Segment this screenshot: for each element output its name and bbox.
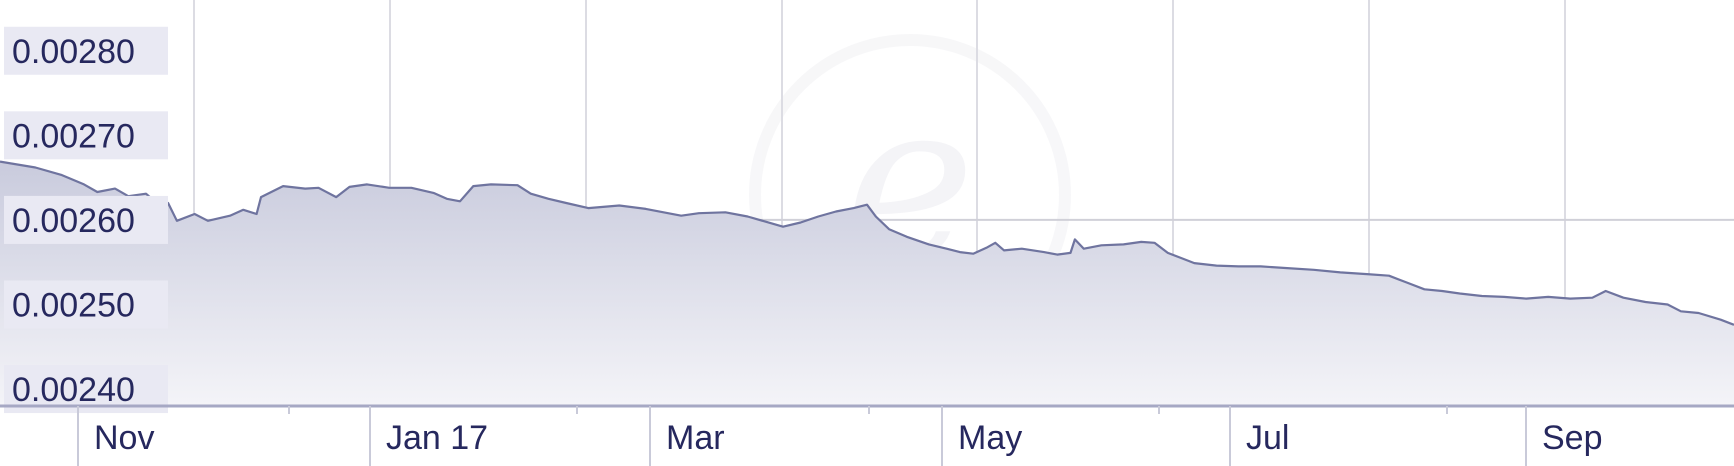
x-tick-label: Jan 17	[386, 419, 488, 457]
y-tick-label-bg	[4, 280, 168, 329]
y-tick-label: 0.00240	[12, 371, 135, 409]
y-tick-label-bg	[4, 111, 168, 160]
x-tick-label: Nov	[94, 419, 154, 457]
y-tick-label: 0.00270	[12, 117, 135, 155]
y-tick-label: 0.00280	[12, 33, 135, 71]
y-tick: 0.00280	[4, 26, 168, 75]
y-tick-label-bg	[4, 26, 168, 75]
x-axis-ticks: Nov Jan 17 Mar May Jul Sep	[77, 406, 1603, 466]
x-tick-label: Sep	[1542, 419, 1603, 457]
x-tick-label: Jul	[1246, 419, 1289, 457]
series-line	[0, 160, 1734, 326]
x-tick-label: May	[958, 419, 1022, 457]
area-fill	[0, 161, 1734, 406]
y-tick: 0.00260	[4, 195, 168, 244]
y-tick-label: 0.00250	[12, 287, 135, 325]
y-tick: 0.00270	[4, 111, 168, 160]
y-tick: 0.00240	[4, 365, 168, 414]
y-tick-label: 0.00260	[12, 202, 135, 240]
y-tick-label-bg	[4, 195, 168, 244]
y-axis-ticks: 0.00280 0.00270 0.00260 0.00250 0.00240	[4, 26, 168, 414]
y-tick: 0.00250	[4, 280, 168, 329]
x-tick-label: Mar	[666, 419, 725, 457]
